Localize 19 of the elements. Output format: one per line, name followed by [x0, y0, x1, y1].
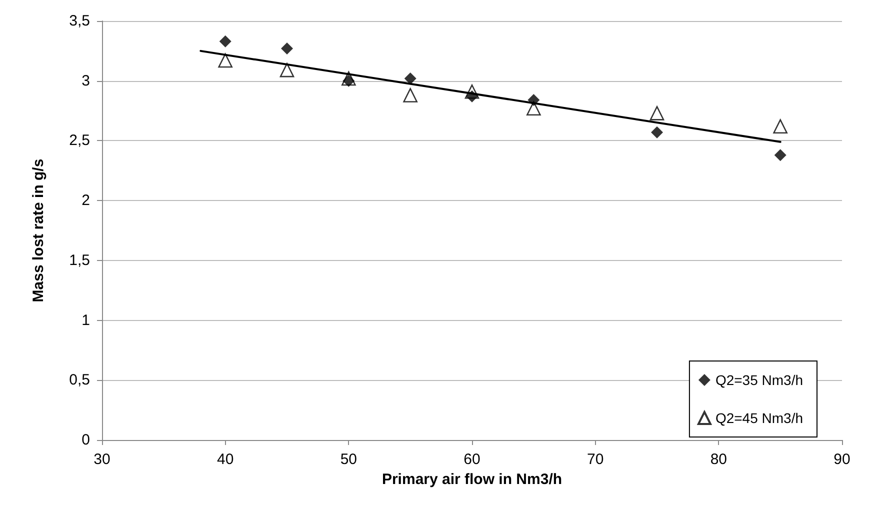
- y-tick-label: 3: [82, 72, 90, 90]
- y-tick-label: 0,5: [69, 372, 90, 389]
- x-tick-label: 30: [94, 451, 110, 468]
- x-tick-label: 70: [586, 451, 604, 468]
- x-tick-label: 80: [710, 451, 728, 468]
- y-tick-label: 2: [82, 192, 90, 210]
- x-tick-label: 50: [340, 451, 358, 468]
- legend-label: Q2=35 Nm3/h: [715, 372, 804, 388]
- y-tick-label: 1: [82, 312, 90, 329]
- x-tick-label: 60: [464, 451, 480, 468]
- x-tick-label: 90: [834, 451, 850, 468]
- y-axis-title: Mass lost rate in g/s: [30, 158, 47, 302]
- y-tick-label: 1,5: [69, 252, 90, 269]
- x-axis-title: Primary air flow in Nm3/h: [382, 470, 562, 488]
- y-tick-label: 2,5: [69, 132, 90, 150]
- y-tick-label: 3,5: [69, 12, 90, 30]
- x-tick-label: 40: [216, 451, 234, 468]
- y-tick-label: 0: [82, 432, 90, 448]
- legend-label: Q2=45 Nm3/h: [715, 410, 804, 426]
